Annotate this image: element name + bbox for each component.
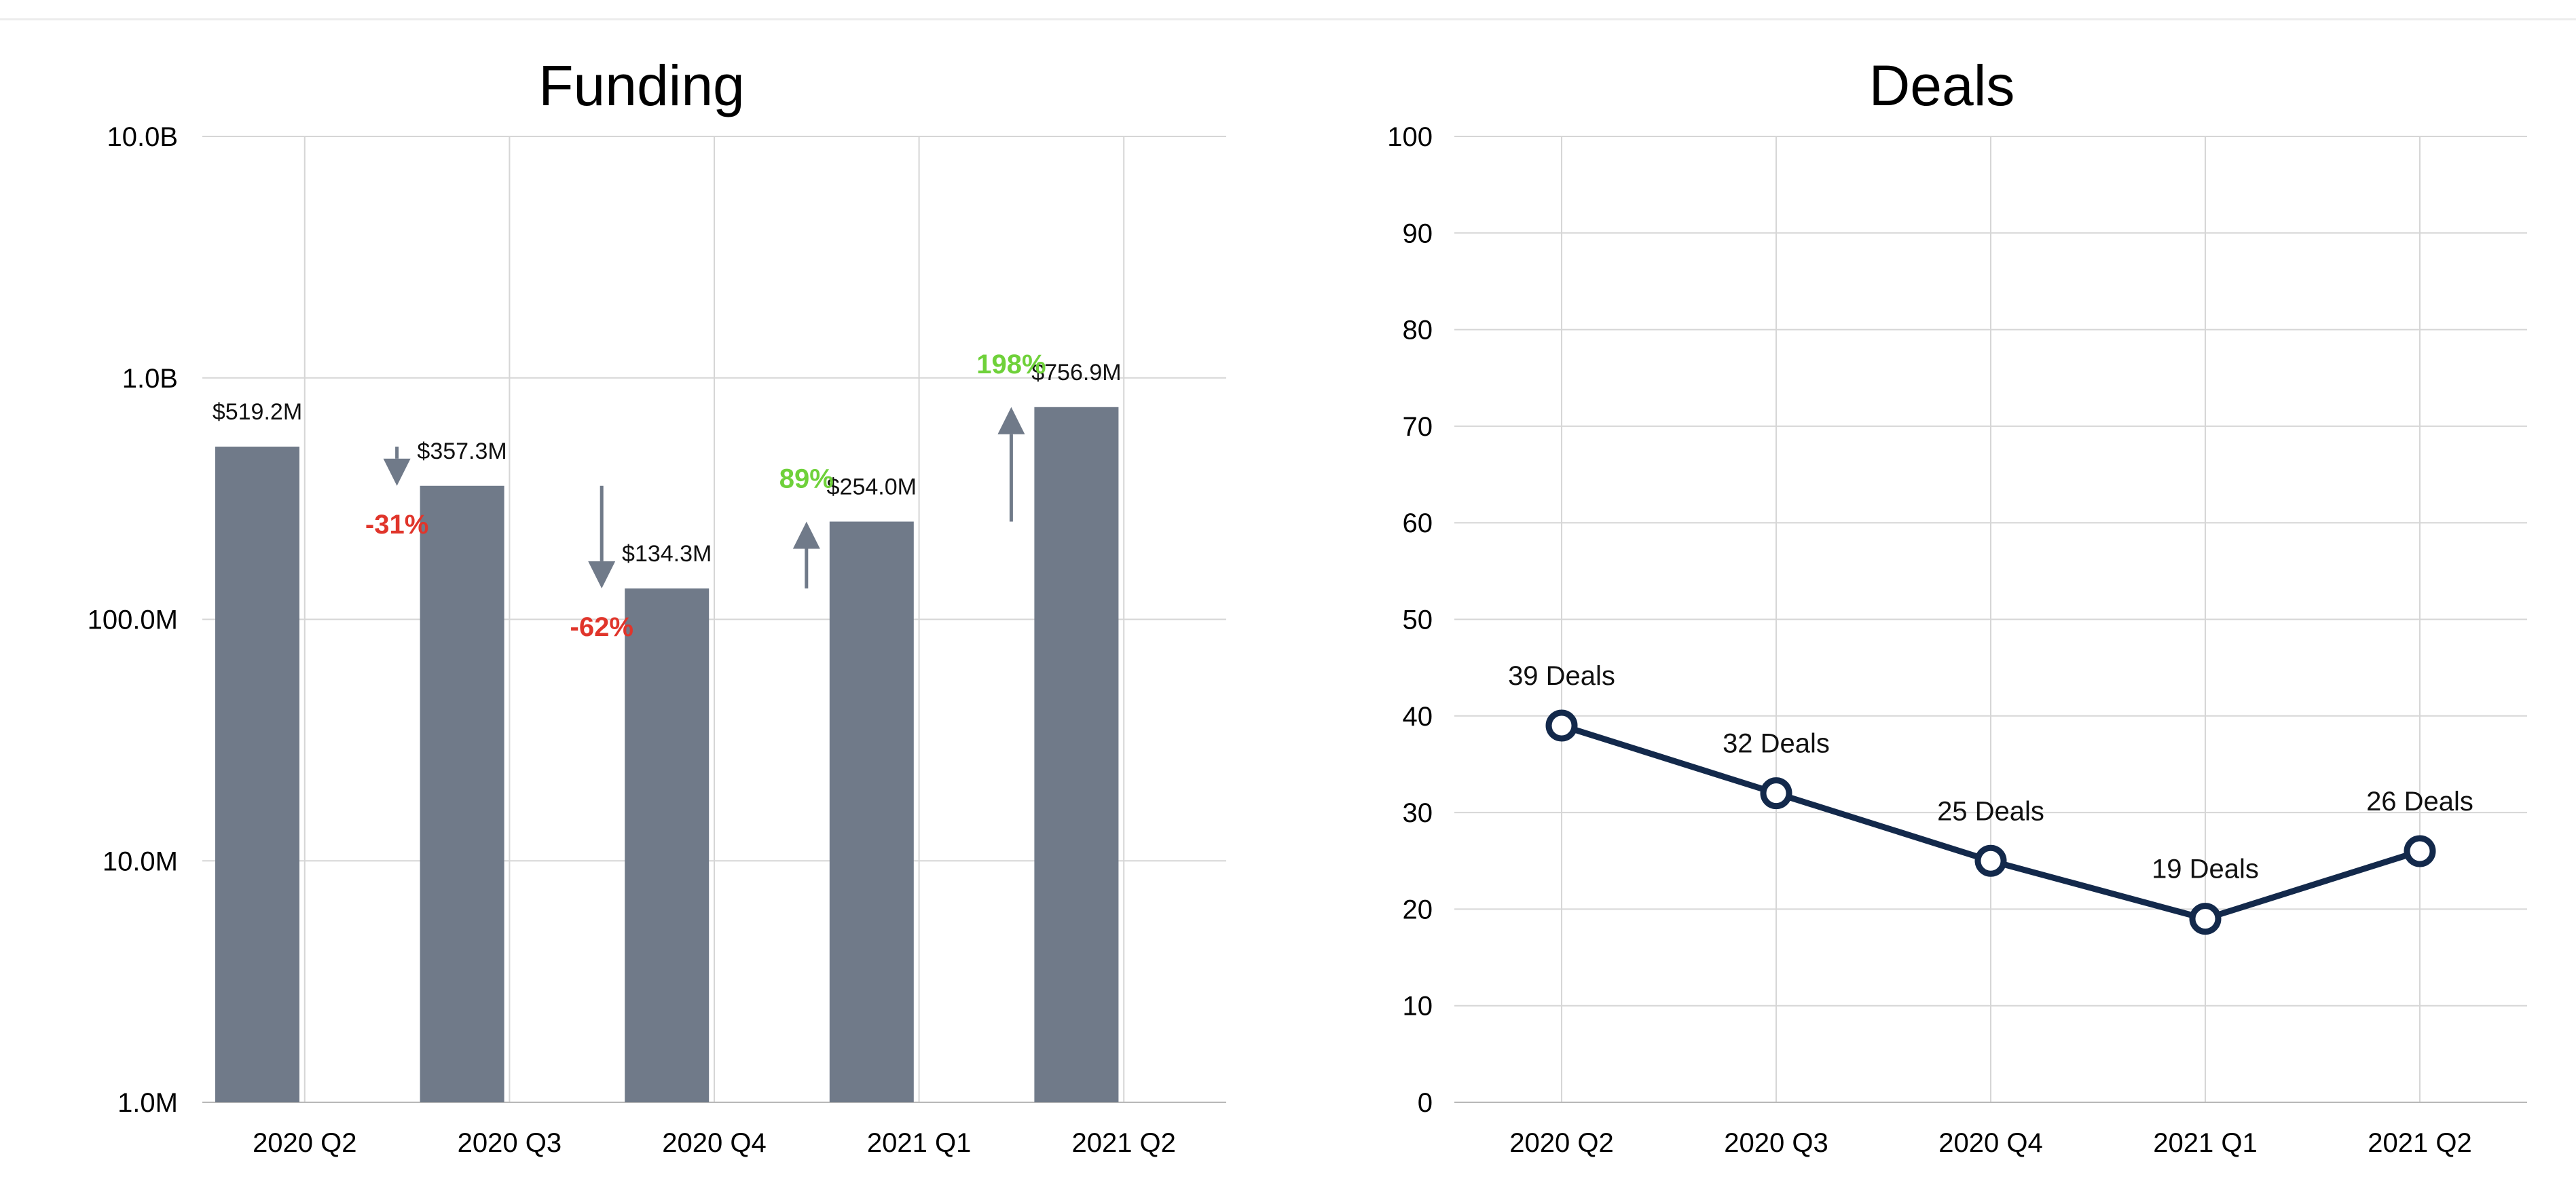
funding-change-label: -62% (570, 612, 633, 642)
deals-gridlines (1454, 136, 2527, 1103)
deals-x-axis: 2020 Q2 2020 Q3 2020 Q4 2021 Q1 2021 Q2 (1509, 1128, 2471, 1158)
deals-y-tick-label: 70 (1403, 412, 1433, 442)
funding-bar (420, 485, 504, 1102)
funding-y-axis: 10.0B 1.0B 100.0M 10.0M 1.0M (88, 122, 178, 1118)
deals-y-tick-label: 10 (1403, 992, 1433, 1022)
deals-point-label: 32 Deals (1723, 729, 1830, 759)
funding-change-arrowhead (588, 561, 616, 588)
deals-x-tick-label: 2021 Q2 (2368, 1128, 2471, 1158)
funding-x-tick-label: 2020 Q2 (253, 1128, 356, 1158)
funding-title: Funding (538, 54, 745, 117)
funding-change-label: 89% (779, 464, 834, 493)
deals-point-label: 39 Deals (1508, 661, 1615, 691)
funding-y-tick-label: 1.0B (122, 364, 178, 394)
deals-point (1760, 777, 1792, 810)
funding-y-tick-label: 10.0B (107, 122, 178, 152)
deals-y-tick-label: 60 (1403, 508, 1433, 538)
deals-y-tick-label: 80 (1403, 316, 1433, 345)
funding-change-arrowhead (792, 521, 820, 549)
deals-point-label: 19 Deals (2152, 855, 2259, 884)
funding-x-tick-label: 2021 Q2 (1071, 1128, 1175, 1158)
funding-bar-value-label: $134.3M (622, 541, 712, 567)
funding-bar-value-label: $756.9M (1031, 360, 1121, 386)
deals-point (1974, 844, 2007, 877)
top-divider (0, 18, 2576, 20)
deals-y-tick-label: 0 (1418, 1088, 1433, 1118)
funding-x-tick-label: 2020 Q4 (662, 1128, 766, 1158)
deals-point (1545, 709, 1578, 742)
funding-bars: $519.2M $357.3M $134.3M $254.0M $756.9M (213, 360, 1122, 1103)
deals-y-tick-label: 20 (1403, 895, 1433, 924)
funding-change-label: -31% (365, 510, 428, 540)
funding-change-arrowhead (997, 407, 1025, 434)
funding-bar (1034, 407, 1119, 1103)
funding-chart: Funding 10.0B 1.0B 100.0M 10.0M 1.0M $519.2M… (88, 54, 1226, 1158)
deals-point-label: 26 Deals (2366, 787, 2473, 817)
deals-point-label: 25 Deals (1937, 796, 2044, 826)
deals-y-tick-label: 30 (1403, 798, 1433, 828)
funding-bar-value-label: $519.2M (213, 399, 302, 425)
deals-x-tick-label: 2020 Q4 (1938, 1128, 2042, 1158)
deals-x-tick-label: 2020 Q3 (1724, 1128, 1828, 1158)
deals-y-tick-label: 40 (1403, 702, 1433, 732)
funding-x-tick-label: 2020 Q3 (458, 1128, 562, 1158)
funding-change-arrowhead (383, 458, 411, 486)
funding-bar (625, 588, 710, 1102)
deals-y-tick-label: 100 (1387, 122, 1433, 152)
funding-y-tick-label: 10.0M (103, 846, 178, 876)
funding-bar-value-label: $254.0M (827, 474, 917, 500)
funding-x-tick-label: 2021 Q1 (867, 1128, 971, 1158)
funding-y-tick-label: 1.0M (117, 1088, 178, 1118)
deals-y-tick-label: 50 (1403, 605, 1433, 635)
funding-x-axis: 2020 Q2 2020 Q3 2020 Q4 2021 Q1 2021 Q2 (253, 1128, 1176, 1158)
funding-bar (215, 447, 299, 1102)
deals-point (2404, 835, 2436, 867)
funding-y-tick-label: 100.0M (88, 605, 178, 635)
funding-change-arrows: -31% -62% 89% 198% (365, 350, 1046, 642)
funding-change-label: 198% (976, 350, 1046, 379)
deals-x-tick-label: 2021 Q1 (2153, 1128, 2257, 1158)
funding-bar-value-label: $357.3M (417, 438, 507, 464)
deals-title: Deals (1869, 54, 2015, 117)
deals-series: 39 Deals 32 Deals 25 Deals 19 Deals 26 Deals (1508, 661, 2473, 935)
deals-x-tick-label: 2020 Q2 (1509, 1128, 1613, 1158)
deals-y-tick-label: 90 (1403, 219, 1433, 248)
deals-point (2189, 903, 2222, 935)
funding-bar (829, 521, 914, 1102)
